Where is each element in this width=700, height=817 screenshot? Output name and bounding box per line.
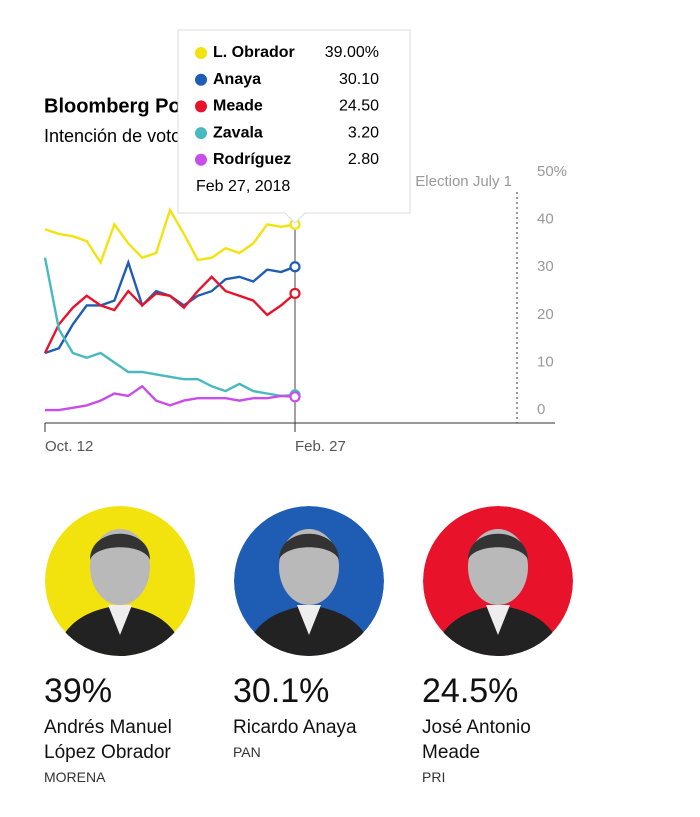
tooltip-value: 30.10 — [339, 71, 379, 88]
x-tick-label: Oct. 12 — [45, 438, 93, 455]
tooltip-swatch — [195, 47, 207, 59]
candidate-party: MORENA — [44, 769, 106, 785]
tooltip-name: Anaya — [213, 71, 261, 88]
candidate-share: 39% — [44, 672, 113, 710]
candidate-photo — [45, 506, 195, 656]
chart: Bloomberg Poll Tracker Intención de voto… — [43, 29, 567, 455]
series-line — [43, 275, 296, 354]
candidate-photo — [423, 506, 573, 656]
series-line — [44, 258, 296, 355]
candidate-card: 39% Andrés Manuel López Obrador MORENA — [44, 505, 219, 785]
tooltip-box — [177, 29, 411, 224]
tooltip-swatch — [195, 73, 207, 86]
series-line — [44, 207, 296, 266]
tooltip-value: 24.50 — [339, 98, 379, 115]
series-line — [45, 384, 296, 412]
y-tick-label: 10 — [537, 353, 554, 370]
candidate-name: Andrés Manuel López Obrador — [44, 717, 172, 763]
tooltip-value: 3.20 — [348, 124, 379, 141]
hover-point — [289, 287, 301, 300]
tooltip-date: Feb 27, 2018 — [196, 178, 290, 195]
x-tick-label: Feb. 27 — [295, 438, 346, 455]
y-tick-label: 30 — [537, 258, 554, 275]
tooltip-name: Meade — [213, 98, 263, 115]
y-tick-label: 20 — [537, 306, 554, 323]
tooltip-swatch — [195, 153, 207, 166]
hover-point — [289, 391, 301, 403]
plot — [43, 207, 301, 432]
candidate-name: José Antonio Meade — [422, 717, 531, 763]
y-tick-label: 0 — [537, 401, 545, 418]
candidate-share: 30.1% — [233, 672, 330, 710]
candidate-share: 24.5% — [422, 672, 519, 710]
candidate-card: 24.5% José Antonio Meade PRI — [422, 505, 597, 785]
candidate-photo — [234, 506, 384, 656]
y-tick-label: 50% — [537, 163, 567, 180]
tooltip-name: L. Obrador — [213, 44, 295, 61]
tooltip-swatch — [195, 100, 207, 113]
tooltip-value: 39.00% — [325, 44, 379, 61]
candidate-card: 30.1% Ricardo Anaya PAN — [233, 505, 408, 760]
tooltip: L. Obrador 39.00% Anaya 30.10 Meade 24.50 Zava… — [177, 29, 411, 224]
tooltip-value: 2.80 — [348, 151, 379, 168]
series-line — [43, 257, 296, 398]
candidate-party: PAN — [233, 744, 261, 760]
candidate-name: Ricardo Anaya — [233, 717, 357, 738]
annotation: Election July 1 — [415, 173, 512, 190]
tooltip-name: Zavala — [213, 124, 263, 141]
y-tick-label: 40 — [537, 211, 554, 228]
tooltip-name: Rodríguez — [213, 151, 291, 168]
tooltip-swatch — [195, 127, 207, 140]
candidate-party: PRI — [422, 769, 446, 785]
hover-point — [289, 261, 301, 273]
